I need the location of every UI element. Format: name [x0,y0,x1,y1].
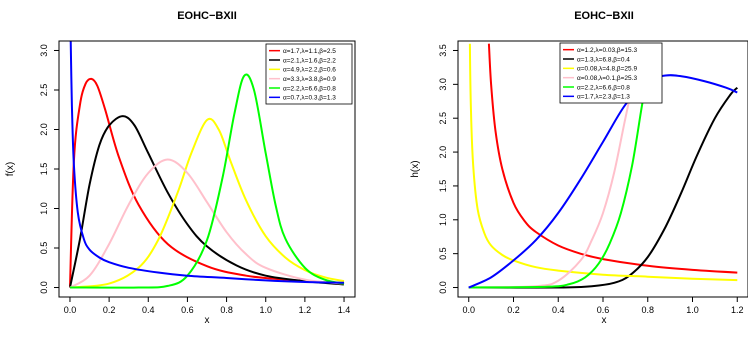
y-tick-label: 3.5 [438,44,448,57]
x-tick-label: 1.4 [338,305,351,315]
y-tick-label: 0.0 [39,281,49,294]
y-tick-label: 1.0 [39,202,49,215]
x-tick-label: 0.2 [103,305,116,315]
legend-entry: α=1.7,λ=2.3,β=1.3 [577,94,630,101]
y-tick-label: 2.0 [438,146,448,159]
legend-entry: α=2.2,λ=6.6,β=0.8 [577,84,630,91]
hazard-plot: EOHC−BXII x h(x) 0.0 0.2 0.4 0.6 0.8 1.0 1.2 0.0 0.… [410,10,748,326]
legend-entry: α=0.7,λ=0.3,β=1.3 [283,95,336,102]
y-tick-label: 2.5 [39,84,49,97]
legend: α=1.7,λ=1.1,β=2.5 α=2.1,λ=1.6,β=2.2 α=4.9,… [265,43,353,105]
legend-entry: α=1.2,λ=0.03,β=15.3 [577,47,637,54]
chart-title: EOHC−BXII [177,10,237,22]
series-line-6 [69,41,345,284]
y-tick-label: 1.0 [438,214,448,227]
y-tick-label: 0.5 [438,247,448,260]
y-tick-label: 1.5 [39,163,49,176]
x-tick-label: 0.8 [220,305,233,315]
series-line-5 [69,73,345,289]
density-plot: EOHC−BXII x f(x) 0.0 0.2 0.4 0.6 0.8 1.0 1.2 1.4 0.… [5,10,356,326]
legend-entry: α=0.08,λ=4.8,β=25.9 [577,66,637,73]
series-line-3 [69,117,345,289]
x-tick-label: 1.0 [259,305,272,315]
series-line-2 [69,115,345,288]
x-tick-label: 0.6 [597,305,610,315]
series-line-2 [468,86,739,289]
x-axis-label: x [602,315,607,326]
x-tick-label: 1.2 [299,305,312,315]
chart-title: EOHC−BXII [574,10,634,22]
legend-box [559,42,663,104]
legend-entry: α=1.7,λ=1.1,β=2.5 [283,48,336,55]
x-axis-label: x [205,315,210,326]
y-tick-label: 1.5 [438,180,448,193]
x-tick-label: 0.8 [641,305,654,315]
series-line-4 [69,158,345,289]
y-axis-label: f(x) [5,162,16,176]
series-line-6 [468,74,738,289]
y-tick-label: 2.0 [39,123,49,136]
x-tick-label: 1.0 [686,305,699,315]
y-tick-label: 0.0 [438,281,448,294]
legend-entry: α=4.9,λ=2.2,β=0.6 [283,67,336,74]
series-line-1 [487,43,738,274]
legend-box [265,43,353,105]
series-line-3 [468,43,738,282]
y-axis-label: h(x) [410,160,421,177]
y-tick-label: 0.5 [39,242,49,255]
series-line-1 [69,77,345,288]
y-tick-label: 3.0 [39,44,49,57]
legend-entry: α=2.1,λ=1.6,β=2.2 [283,57,336,64]
legend-entry: α=2.2,λ=6.6,β=0.8 [283,85,336,92]
x-tick-label: 1.2 [731,305,744,315]
legend-entry: α=0.08,λ=0.1,β=25.3 [577,75,637,82]
y-tick-label: 2.5 [438,112,448,125]
legend: α=1.2,λ=0.03,β=15.3 α=1.3,λ=6.8,β=0.4 α=0.… [559,42,663,104]
legend-entry: α=3.3,λ=3.8,β=0.9 [283,76,336,83]
legend-entry: α=1.3,λ=6.8,β=0.4 [577,56,630,63]
x-tick-label: 0.4 [552,305,565,315]
x-tick-label: 0.0 [64,305,77,315]
x-tick-label: 0.6 [181,305,194,315]
x-tick-label: 0.4 [142,305,155,315]
x-tick-label: 0.0 [462,305,475,315]
x-tick-label: 0.2 [507,305,520,315]
y-tick-label: 3.0 [438,78,448,91]
